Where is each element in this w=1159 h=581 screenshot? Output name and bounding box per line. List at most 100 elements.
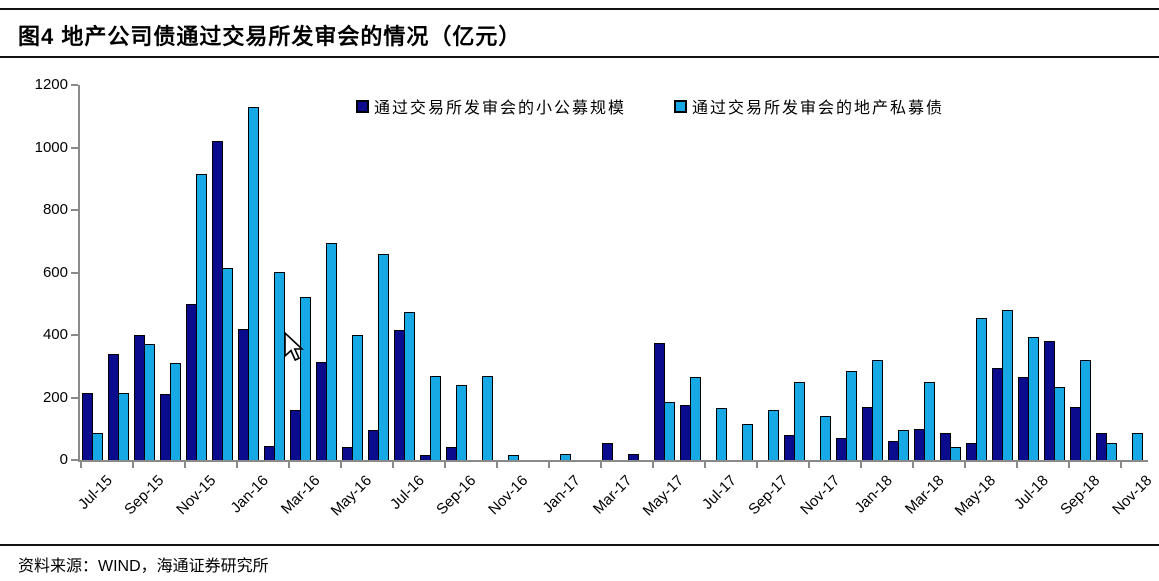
bar-private-placement [768,410,779,460]
chart-legend: 通过交易所发审会的小公募规模 通过交易所发审会的地产私募债 [356,94,944,118]
bar-private-placement [300,297,311,460]
bar-public-offering [237,329,249,460]
bar-public-offering [367,430,379,460]
legend-swatch-light [674,99,688,113]
bar-private-placement [794,382,805,460]
y-axis-label: 400 [42,326,68,343]
bar-public-offering [965,443,977,460]
y-axis-label: 800 [42,201,68,218]
bar-private-placement [1106,443,1117,460]
y-axis-tick [71,84,78,86]
bar-chart: 通过交易所发审会的小公募规模 通过交易所发审会的地产私募债 Jul-15 Sep-… [0,64,1159,534]
x-axis-tick [236,462,238,468]
x-axis-label: Jul-15 [74,472,116,513]
y-axis-tick [71,459,78,461]
bar-public-offering [393,330,405,460]
bar-private-placement [1054,387,1065,460]
x-axis-tick [704,462,706,468]
bar-private-placement [196,174,207,460]
y-axis-label: 0 [59,451,68,468]
figure-title: 图4 地产公司债通过交易所发审会的情况（亿元） [18,24,522,49]
x-axis-tick [1016,462,1018,468]
x-axis-tick [1120,462,1122,468]
bar-private-placement [404,312,415,460]
source-note: 资料来源：WIND，海通证券研究所 [18,558,269,575]
x-axis-tick [132,462,134,468]
x-axis-label: Mar-18 [901,472,948,518]
bar-public-offering [107,354,119,460]
bar-private-placement [742,424,753,460]
x-axis-line [78,460,1148,462]
x-axis-tick [860,462,862,468]
bar-private-placement [144,344,155,460]
y-axis-line [78,85,80,462]
bar-private-placement [820,416,831,460]
bar-public-offering [445,447,457,460]
x-axis-tick [964,462,966,468]
x-axis-tick [392,462,394,468]
x-axis-label: Sep-18 [1057,472,1104,519]
x-axis-tick [912,462,914,468]
x-axis-tick [756,462,758,468]
top-rule [0,8,1159,10]
bar-public-offering [835,438,847,460]
legend-item-public-offering: 通过交易所发审会的小公募规模 [356,94,626,118]
bar-public-offering [939,433,951,460]
bar-private-placement [482,376,493,460]
x-axis-label: Sep-17 [745,472,792,519]
bar-private-placement [1080,360,1091,460]
x-axis-tick [1068,462,1070,468]
bar-private-placement [872,360,883,460]
x-axis-label: Jan-16 [226,472,272,517]
x-axis-label: Nov-15 [173,472,220,519]
bar-private-placement [846,371,857,460]
x-axis-tick [184,462,186,468]
x-axis-label: May-17 [640,472,688,520]
bar-public-offering [679,405,691,460]
x-axis-label: Jan-18 [850,472,896,517]
bar-public-offering [1095,433,1107,460]
x-axis-label: Jul-16 [386,472,428,513]
x-axis-label: Mar-16 [277,472,324,518]
bar-private-placement [92,433,103,460]
bar-private-placement [378,254,389,460]
legend-item-private-placement: 通过交易所发审会的地产私募债 [674,94,944,118]
x-axis-label: Jul-18 [1010,472,1052,513]
bar-private-placement [716,408,727,460]
legend-label-private-placement: 通过交易所发审会的地产私募债 [692,100,945,117]
legend-swatch-dark [356,99,369,113]
bar-private-placement [222,268,233,460]
x-axis-tick [808,462,810,468]
bar-private-placement [950,447,961,460]
bar-private-placement [508,455,519,460]
bar-public-offering [1043,341,1055,460]
bar-public-offering [133,335,145,460]
bar-public-offering [419,455,431,460]
x-axis-label: May-18 [952,472,1000,520]
bar-public-offering [263,446,275,460]
bar-public-offering [81,393,93,460]
y-axis-label: 1200 [34,76,68,93]
x-axis-tick [652,462,654,468]
bar-private-placement [898,430,909,460]
bar-public-offering [861,407,873,460]
bar-private-placement [1028,337,1039,460]
x-axis-tick [288,462,290,468]
bar-private-placement [976,318,987,460]
x-axis-label: Mar-17 [589,472,636,518]
x-axis-tick [444,462,446,468]
bar-private-placement [1002,310,1013,460]
title-divider-rule [0,56,1159,58]
y-axis-label: 200 [42,388,68,406]
x-axis-tick [340,462,342,468]
bar-public-offering [653,343,665,460]
mouse-cursor-icon [284,332,305,362]
bar-private-placement [326,243,337,460]
bar-private-placement [118,393,129,460]
plot-area: Jul-15 Sep-15 Nov-15 Jan-16 Mar-16 May-16 Jul-… [71,84,1155,519]
bar-private-placement [456,385,467,460]
x-axis-label: Sep-16 [433,472,480,519]
bar-private-placement [170,363,181,460]
bar-public-offering [627,454,639,460]
